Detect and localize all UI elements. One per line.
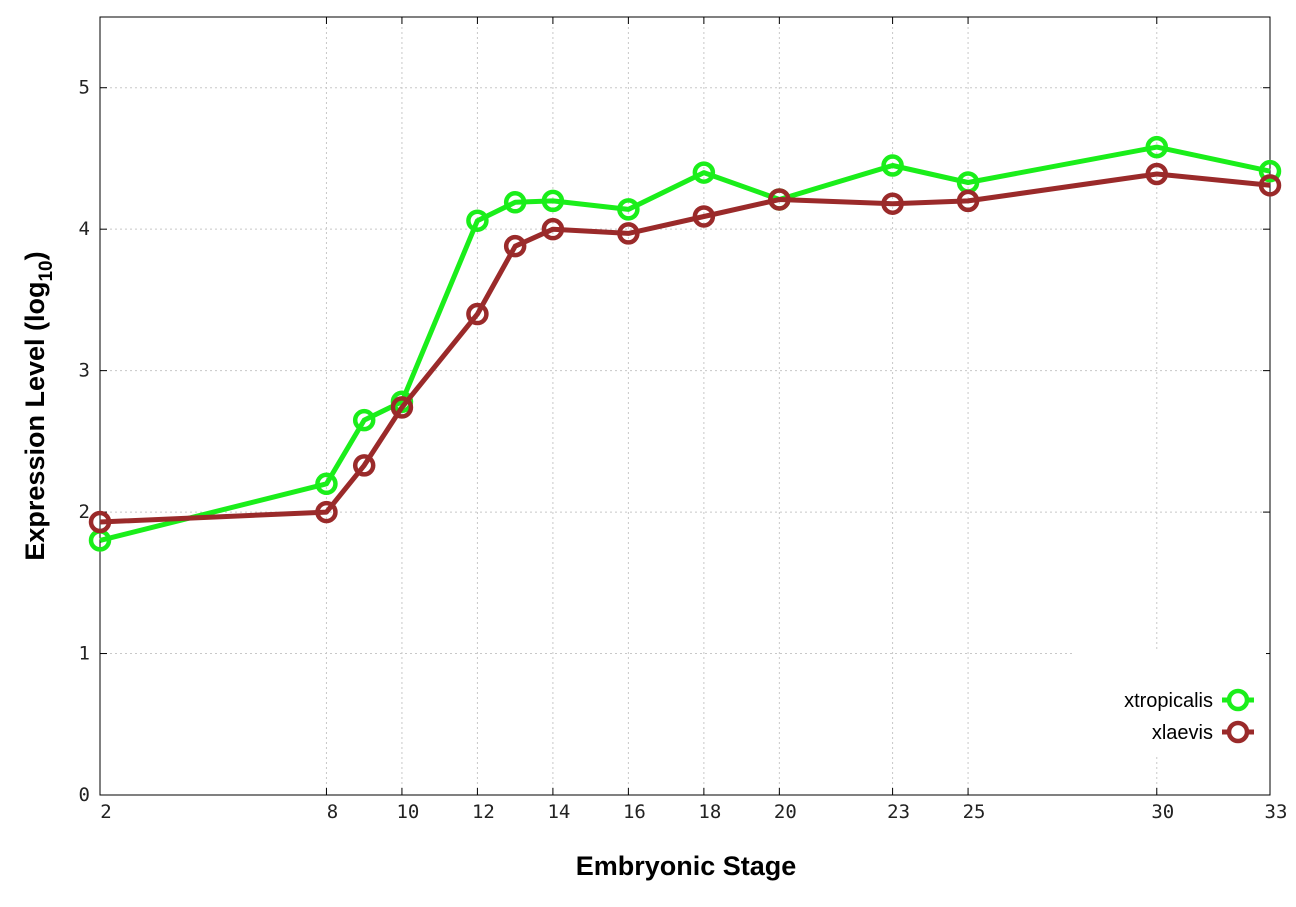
x-tick-label: 10 [396,801,419,823]
data-point [956,189,980,213]
data-point [881,154,904,177]
x-tick-label: 23 [887,801,910,823]
legend: xtropicalis xlaevis [1072,652,1266,757]
data-point [390,396,414,419]
y-tick-label: 5 [79,77,90,99]
x-tick-label: 25 [963,801,986,823]
data-point [88,510,112,534]
plot-frame [99,16,1271,796]
series-xtropicalis [88,135,1282,552]
x-tick-label: 16 [623,801,646,823]
legend-item-xtropicalis: xtropicalis [1124,688,1254,712]
x-axis-title: Embryonic Stage [576,851,797,881]
data-point [352,454,376,477]
data-point [692,161,716,184]
data-point [352,408,376,432]
x-tick-label: 12 [472,801,495,823]
y-tick-label: 0 [79,784,90,806]
x-tick-label: 30 [1151,801,1174,823]
data-point [315,500,338,524]
data-point [503,234,527,258]
data-point [541,189,565,213]
x-tick-label: 14 [547,801,570,823]
y-tick-label: 4 [79,218,90,240]
y-tick-label: 1 [79,643,90,665]
y-tick-label: 2 [79,501,90,523]
x-tick-label: 18 [698,801,721,823]
x-tick-label: 33 [1265,801,1288,823]
data-point [881,192,904,215]
data-point [541,217,565,241]
data-point [315,472,338,496]
data-point [617,222,640,245]
data-point [1258,174,1282,197]
data-point [1258,159,1282,183]
y-tick-label: 3 [79,360,90,382]
data-point [1145,162,1169,186]
legend-label: xtropicalis [1124,690,1213,712]
series-line [99,171,1271,525]
y-axis-title: Expression Level (log10) [20,251,57,560]
data-point [768,188,791,211]
legend-swatch-marker [1226,688,1250,712]
data-point [617,198,640,221]
legend-item-xlaevis: xlaevis [1152,720,1254,744]
series-xlaevis [88,162,1282,534]
x-tick-label: 2 [100,801,111,823]
legend-label: xlaevis [1152,722,1213,744]
legend-swatch-marker [1226,720,1250,744]
x-tick-label: 8 [327,801,338,823]
series-line [99,144,1271,543]
data-point [692,205,716,228]
series-lines [88,135,1282,552]
data-point [466,209,489,232]
data-point [466,302,489,326]
y-axis-title-subscript: 10 [36,260,57,281]
data-point [503,191,527,214]
y-axis-title-main: Expression Level (log [20,282,50,561]
x-tick-label: 20 [774,801,797,823]
data-point [1145,135,1169,159]
y-axis-title-close: ) [20,251,50,260]
